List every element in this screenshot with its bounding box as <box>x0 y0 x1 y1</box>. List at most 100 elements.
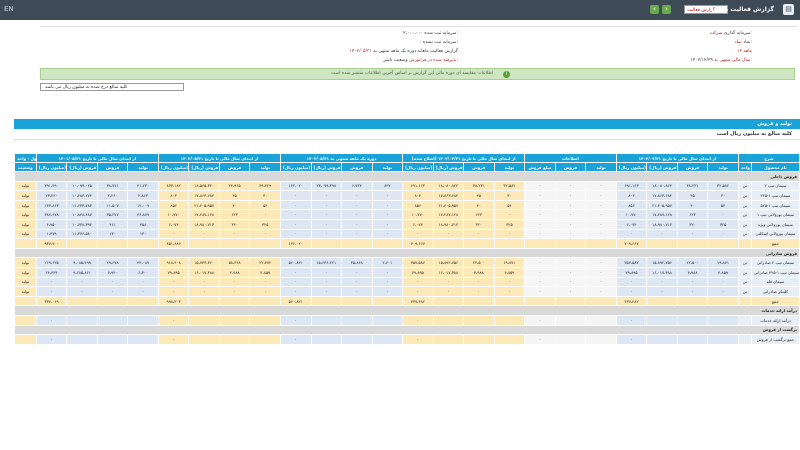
column-header[interactable]: تولید <box>127 162 159 172</box>
report-info-panel: سرمایه گذاری شرکت: نماد نماد: ۱۲ ماهه ۱۴… <box>40 26 798 65</box>
column-header[interactable]: مبلغ فروش (میلیون ریال) <box>615 162 648 172</box>
column-header[interactable]: نرخ فروش (ریال) <box>310 162 343 172</box>
period-label: ۱۲ ماهه <box>737 49 752 54</box>
table-cell <box>310 314 343 326</box>
column-header[interactable]: وضعیت <box>14 162 37 172</box>
column-header[interactable]: تولید <box>249 162 281 172</box>
table-cell: تولید <box>14 209 37 220</box>
table-row[interactable]: تولید ۴،۹۵۰ ۱۰،۷۳۸،۳۹۴ ۴۶۱ ۴۵۸ ۶،۰۷۴ ۱۸،۹۸۰،۷۱… <box>14 218 800 230</box>
symbol-value: نماد <box>743 40 751 45</box>
table-cell <box>646 314 678 326</box>
column-header[interactable]: نرخ فروش (ریال) <box>646 162 678 172</box>
table-cell: ۰ <box>341 190 373 201</box>
table-cell <box>218 334 251 345</box>
prev-report-button[interactable]: ‹ <box>650 5 659 14</box>
table-cell: ۱۹،۸۷۱ <box>493 257 526 268</box>
table-row[interactable]: تولید ۱،۴۷۹ ۱۱،۳۷۶،۵۸۰ ۱۳۰ ۱۳۰ ۰ ۰ ۰ ۰ ۰ ۰ ۰ ۰ ۰ ۰ ۰ ۰ ۰ ۰… <box>14 228 800 240</box>
table-cell: ۲۶۹،۶۲۵ <box>35 257 68 268</box>
capital-unregistered-label: سرمایه ثبت نشده: <box>422 40 458 45</box>
column-header[interactable]: مبلغ فروش (میلیون ریال) <box>35 162 68 172</box>
table-cell <box>341 334 373 345</box>
table-row[interactable]: تولید ۳۹۱،۴۹۰ ۱۰،۰۹۷،۰۴۵ ۳۸،۷۷۱ ۴۱،۲۳۰ ۸۳۳،۱۸… <box>14 180 800 192</box>
language-toggle[interactable]: EN <box>4 5 14 13</box>
table-cell: ۰ <box>310 228 343 240</box>
column-header[interactable]: تولید <box>493 162 526 172</box>
column-header[interactable]: مبلغ فروش <box>524 162 556 172</box>
column-header[interactable]: فروش <box>463 162 495 172</box>
table-cell: ۱۰،۷۷۰ <box>402 209 434 220</box>
info-icon: i <box>503 71 510 78</box>
column-header[interactable]: نرخ فروش (ریال) <box>432 162 465 172</box>
table-cell: ۶۹۱،۱۶۳ <box>615 180 648 192</box>
table-cell: ۴،۹۸۸ <box>218 266 251 278</box>
report-type-select[interactable]: گزارش فعالیت <box>684 5 728 14</box>
column-header[interactable]: نرخ فروش (ریال) <box>66 162 98 172</box>
table-cell: ۳۲،۵۸۲ <box>707 180 739 192</box>
column-header[interactable]: تولید <box>707 162 739 172</box>
table-cell: ۰ <box>615 314 648 326</box>
column-header[interactable]: مبلغ فروش (میلیون ریال) <box>279 162 312 172</box>
table-cell: تن <box>737 209 752 220</box>
table-row[interactable]: تولید ۱۳۳،۸۶۳ ۱۱،۶۳۳،۷۸۳ ۱۱،۵۰۷ ۱۲،۰۰۹ ۸۵۶ ۲۱،… <box>14 199 800 211</box>
next-report-button[interactable]: › <box>662 5 671 14</box>
capital-unregistered-value: ۰ <box>419 40 422 45</box>
table-cell: کلینکر صادراتی <box>750 286 800 297</box>
table-row[interactable]: تولید ۲۳،۲۴۰ ۱۰،۲۸۳،۲۷۴ ۲،۲۶۰ ۲،۸۶۳ ۸۰۴ ۱۷،۸۶۳… <box>14 190 800 201</box>
total-cell <box>676 295 709 307</box>
total-cell <box>14 238 37 249</box>
column-header[interactable]: فروش <box>676 162 709 172</box>
table-cell: تن <box>737 190 752 201</box>
column-header[interactable]: فروش <box>96 162 129 172</box>
table-cell <box>66 314 98 326</box>
table-cell: ۰ <box>432 276 465 288</box>
table-cell: ۱۰،۰۹۷،۰۴۵ <box>66 180 98 192</box>
column-header[interactable]: تولید <box>585 162 617 172</box>
table-cell: ۰ <box>585 266 617 278</box>
table-cell: ۰ <box>554 209 587 220</box>
total-cell <box>554 238 587 249</box>
table-cell: ۰ <box>279 266 312 278</box>
document-icon: ▤ <box>783 4 794 15</box>
table-row[interactable]: تولید ۰ ۰ ۰ ۰ ۰ ۰ ۰ ۰ ۰ ۰ ۰ ۰ ۰ ۰ ۰ ۰ ۰ ۰ ۰ ۰ ۰ ۰ ۰ تن سیمان فله <box>14 276 800 288</box>
table-cell: ۰ <box>524 266 556 278</box>
column-header[interactable]: تولید <box>371 162 404 172</box>
column-header[interactable]: نرخ فروش (ریال) <box>188 162 220 172</box>
table-cell: ۲۹،۶۷۸ <box>96 257 129 268</box>
total-cell: ۴۳۷،۴۸۲ <box>402 295 434 307</box>
table-cell <box>585 314 617 326</box>
total-cell <box>371 238 404 249</box>
table-cell: ۷۹،۸۹۵ <box>402 266 434 278</box>
table-row[interactable]: ۰ ۰ ۰ ۰ ۰ ۰ درآمد ارائه خدمات <box>14 314 800 326</box>
table-cell: ۱۸،۵۶۵،۳۴۰ <box>188 180 220 192</box>
total-cell <box>646 238 678 249</box>
table-cell: ۳۹،۴۲۹ <box>249 180 281 192</box>
table-cell: ۸۵۶ <box>615 199 648 211</box>
table-cell: ۰ <box>35 334 68 345</box>
column-header[interactable]: فروش <box>341 162 373 172</box>
table-cell: ۰ <box>341 228 373 240</box>
table-row[interactable]: تولید ۰ ۰ ۰ ۰ ۰ ۰ ۰ ۰ ۰ ۰ ۰ ۰ ۰ ۰ ۰ ۰ ۰ ۰ ۰ ۰ ۰ ۰ ۰ تن کلینکر صاد… <box>14 286 800 297</box>
total-cell <box>310 238 343 249</box>
table-row[interactable]: تولید ۳۸۲،۶۷۸ ۱۰،۸۴۸،۴۸۷ ۳۵،۲۷۷ ۳۶،۸۷۹ ۱۰،۷۷۰… <box>14 209 800 220</box>
total-cell <box>218 238 251 249</box>
column-header[interactable]: فروش <box>218 162 251 172</box>
table-cell <box>676 334 709 345</box>
column-header[interactable]: نام محصول <box>750 162 800 172</box>
column-header[interactable]: مبلغ فروش (میلیون ریال) <box>402 162 434 172</box>
table-cell: ۱۱،۳۷۶،۵۸۰ <box>66 228 98 240</box>
table-row[interactable]: ۰ ۰ ۰ ۰ ۰ ۰ جمع برگشت از فروش <box>14 334 800 345</box>
table-cell: ۰ <box>218 276 251 288</box>
group-header-cell: وضعیت محصول - واحد <box>14 153 37 163</box>
table-cell: ۰ <box>585 190 617 201</box>
total-cell: ۷۰۹،۶۶۷ <box>615 238 648 249</box>
table-cell: ۴۵ <box>676 190 709 201</box>
table-cell: ۹،۲۸۵،۸۶۱ <box>66 266 98 278</box>
table-row[interactable]: تولید ۶۴،۴۴۴ ۹،۲۸۵،۸۶۱ ۶،۹۴۰ ۶،۳۰۰ ۷۹،۸۹۵ ۱۶،۰… <box>14 266 800 278</box>
column-header[interactable]: فروش <box>554 162 587 172</box>
table-row[interactable]: تولید ۲۶۹،۶۲۵ ۹،۰۸۵،۴۹۹ ۲۹،۶۷۸ ۴۳،۰۸۹ ۹۱۸،۴۰۸… <box>14 257 800 268</box>
column-header[interactable]: واحد <box>737 162 752 172</box>
table-cell: ۰ <box>35 286 68 297</box>
table-cell: ۹۱۸،۴۰۸ <box>157 257 190 268</box>
column-header[interactable]: مبلغ فروش (میلیون ریال) <box>157 162 190 172</box>
table-cell: ۸۰۴ <box>615 190 648 201</box>
